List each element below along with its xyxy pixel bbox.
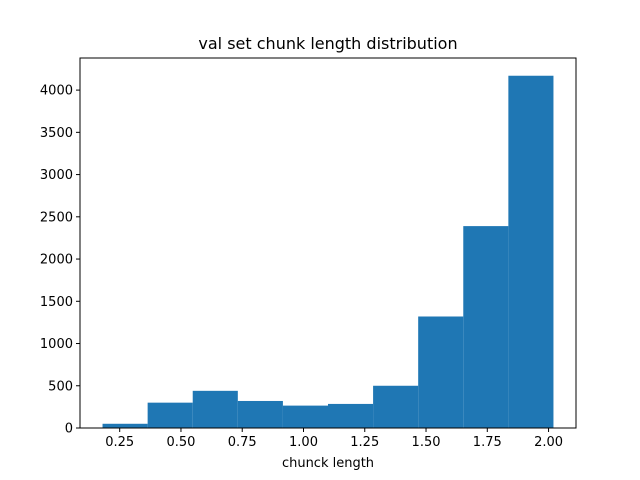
x-tick-label: 2.00 xyxy=(534,435,563,450)
y-tick-label: 2500 xyxy=(40,210,73,225)
histogram-bar xyxy=(147,402,193,428)
x-tick-label: 0.50 xyxy=(166,435,195,450)
x-tick-label: 0.25 xyxy=(105,435,134,450)
x-axis-ticks: 0.25 0.50 0.75 1.00 1.25 1.50 1.75 2.00 xyxy=(105,428,563,450)
y-tick-label: 1500 xyxy=(40,295,73,310)
histogram-bar xyxy=(328,403,374,428)
x-tick-label: 1.50 xyxy=(412,435,441,450)
x-tick-label: 0.75 xyxy=(228,435,257,450)
y-tick-label: 0 xyxy=(65,422,73,437)
y-tick-label: 4000 xyxy=(40,84,73,99)
histogram-bar xyxy=(282,405,328,428)
histogram-bar xyxy=(237,400,283,428)
histogram-bar xyxy=(373,385,419,428)
histogram-bar xyxy=(463,226,509,428)
histogram-bar xyxy=(508,75,554,429)
x-tick-label: 1.75 xyxy=(473,435,502,450)
y-tick-label: 2000 xyxy=(40,253,73,268)
histogram-bar xyxy=(192,390,238,428)
y-tick-label: 3500 xyxy=(40,126,73,141)
x-tick-label: 1.00 xyxy=(289,435,318,450)
chart-title: val set chunk length distribution xyxy=(198,34,457,53)
x-tick-label: 1.25 xyxy=(350,435,379,450)
plot-frame xyxy=(79,57,577,429)
y-tick-label: 1000 xyxy=(40,337,73,352)
histogram-bar xyxy=(418,316,464,428)
y-tick-label: 3000 xyxy=(40,168,73,183)
x-axis-label: chunck length xyxy=(282,456,374,471)
bars-group xyxy=(102,75,554,429)
y-axis-ticks: 0 500 1000 1500 2000 2500 3000 3500 4000 xyxy=(40,84,80,437)
y-tick-label: 500 xyxy=(48,379,73,394)
histogram-bar xyxy=(102,423,148,428)
